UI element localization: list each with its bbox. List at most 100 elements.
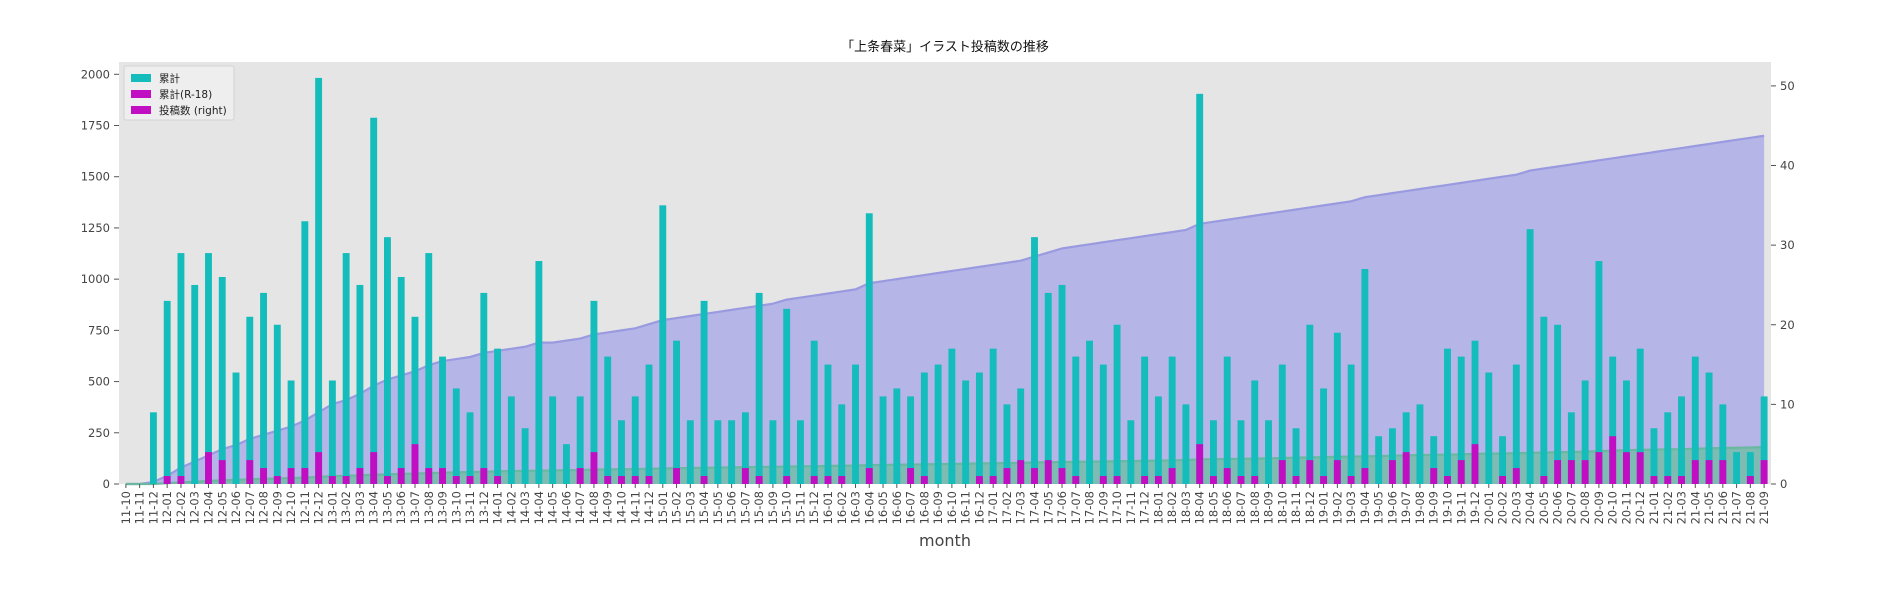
- bar-posts-13-12: [480, 292, 488, 484]
- bar-r18-20-07: [1567, 460, 1575, 484]
- bar-posts-18-11: [1292, 428, 1300, 484]
- bar-r18-15-08: [755, 476, 763, 484]
- x-tick-label: 19-01: [1317, 491, 1331, 524]
- x-tick-label: 18-07: [1234, 491, 1248, 524]
- bar-r18-16-07: [907, 468, 915, 484]
- bar-posts-14-03: [521, 428, 529, 484]
- legend-swatch: [131, 74, 151, 82]
- x-tick-label: 20-04: [1523, 491, 1537, 524]
- legend-swatch: [131, 106, 151, 114]
- bar-r18-17-01: [989, 476, 997, 484]
- x-tick-label: 20-12: [1633, 491, 1647, 524]
- bar-posts-20-07: [1567, 412, 1575, 484]
- bar-r18-17-12: [1141, 476, 1149, 484]
- x-tick-label: 18-02: [1165, 491, 1179, 524]
- x-tick-label: 11-10: [119, 491, 133, 524]
- bar-r18-20-06: [1554, 460, 1562, 484]
- bar-r18-17-07: [1072, 476, 1080, 484]
- bar-posts-19-12: [1471, 340, 1479, 484]
- bar-r18-12-12: [315, 452, 323, 484]
- x-tick-label: 19-11: [1454, 491, 1468, 524]
- bar-posts-15-11: [797, 420, 804, 484]
- bar-posts-16-08: [920, 372, 928, 484]
- x-tick-label: 14-01: [491, 491, 505, 524]
- x-tick-label: 12-11: [298, 491, 312, 524]
- bar-r18-13-11: [466, 476, 474, 484]
- bar-posts-12-03: [191, 284, 199, 484]
- bar-posts-20-01: [1485, 372, 1493, 484]
- right-tick-label: 10: [1780, 397, 1795, 411]
- bar-r18-18-08: [1251, 476, 1259, 484]
- bar-r18-15-12: [810, 476, 818, 484]
- bar-r18-19-12: [1471, 444, 1479, 484]
- x-tick-label: 16-05: [876, 491, 890, 524]
- bar-posts-16-06: [893, 388, 901, 484]
- bar-posts-18-08: [1251, 380, 1259, 484]
- x-tick-label: 17-04: [1027, 491, 1041, 524]
- bar-posts-14-10: [618, 420, 625, 484]
- bar-r18-16-02: [838, 476, 846, 484]
- bar-r18-19-10: [1444, 476, 1451, 484]
- bar-r18-18-06: [1223, 468, 1231, 484]
- x-tick-label: 19-08: [1413, 491, 1427, 524]
- bar-posts-21-02: [1664, 412, 1672, 484]
- bar-posts-16-12: [975, 372, 983, 484]
- bar-posts-16-01: [824, 364, 832, 484]
- x-tick-label: 12-06: [229, 491, 243, 524]
- bar-posts-16-11: [962, 380, 970, 484]
- bar-r18-16-12: [975, 476, 983, 484]
- x-tick-label: 17-10: [1110, 491, 1124, 524]
- x-tick-label: 12-03: [188, 491, 202, 524]
- x-tick-label: 14-03: [518, 491, 532, 524]
- left-tick-label: 0: [103, 477, 110, 491]
- bar-posts-15-08: [755, 292, 763, 484]
- bar-r18-20-09: [1595, 452, 1603, 484]
- x-tick-label: 19-04: [1358, 491, 1372, 524]
- x-tick-label: 15-09: [766, 491, 780, 524]
- x-tick-label: 14-02: [504, 491, 518, 524]
- x-axis-title: month: [919, 531, 971, 550]
- x-tick-label: 13-03: [353, 491, 367, 524]
- x-tick-label: 13-10: [449, 491, 463, 524]
- bar-posts-14-06: [562, 444, 570, 484]
- x-tick-label: 19-03: [1344, 491, 1358, 524]
- x-tick-label: 12-05: [215, 491, 229, 524]
- x-tick-label: 17-01: [986, 491, 1000, 524]
- bar-posts-12-05: [218, 276, 226, 484]
- bar-r18-12-11: [301, 468, 309, 484]
- legend-swatch: [131, 90, 151, 98]
- bar-r18-13-06: [397, 468, 405, 484]
- bar-posts-18-10: [1278, 364, 1286, 484]
- x-tick-label: 13-01: [325, 491, 339, 524]
- bar-posts-17-02: [1003, 404, 1011, 484]
- bar-r18-12-09: [273, 476, 281, 484]
- right-tick-label: 30: [1780, 238, 1795, 252]
- bar-posts-20-02: [1499, 436, 1506, 484]
- bar-posts-14-01: [494, 348, 502, 484]
- x-tick-label: 18-06: [1220, 491, 1234, 524]
- bar-posts-19-08: [1416, 404, 1424, 484]
- bar-posts-21-01: [1650, 428, 1658, 484]
- x-tick-label: 19-12: [1468, 491, 1482, 524]
- bar-posts-11-12: [149, 412, 157, 484]
- bar-posts-18-06: [1223, 356, 1231, 484]
- x-tick-label: 14-09: [601, 491, 615, 524]
- bar-r18-19-03: [1347, 476, 1355, 484]
- x-tick-label: 12-10: [284, 491, 298, 524]
- bar-posts-19-04: [1361, 269, 1369, 484]
- bar-posts-19-11: [1457, 356, 1465, 484]
- x-tick-label: 13-09: [436, 491, 450, 524]
- bar-r18-12-04: [205, 452, 212, 484]
- x-tick-label: 20-01: [1482, 491, 1496, 524]
- x-tick-label: 15-02: [670, 491, 684, 524]
- bar-posts-16-10: [948, 348, 956, 484]
- x-tick-label: 16-10: [945, 491, 959, 524]
- right-tick-label: 40: [1780, 159, 1795, 173]
- bar-r18-15-07: [741, 468, 749, 484]
- bar-posts-19-06: [1388, 428, 1396, 484]
- bar-posts-12-01: [163, 300, 171, 484]
- x-tick-label: 14-10: [614, 491, 628, 524]
- x-tick-label: 13-05: [380, 491, 394, 524]
- bar-r18-20-02: [1499, 476, 1506, 484]
